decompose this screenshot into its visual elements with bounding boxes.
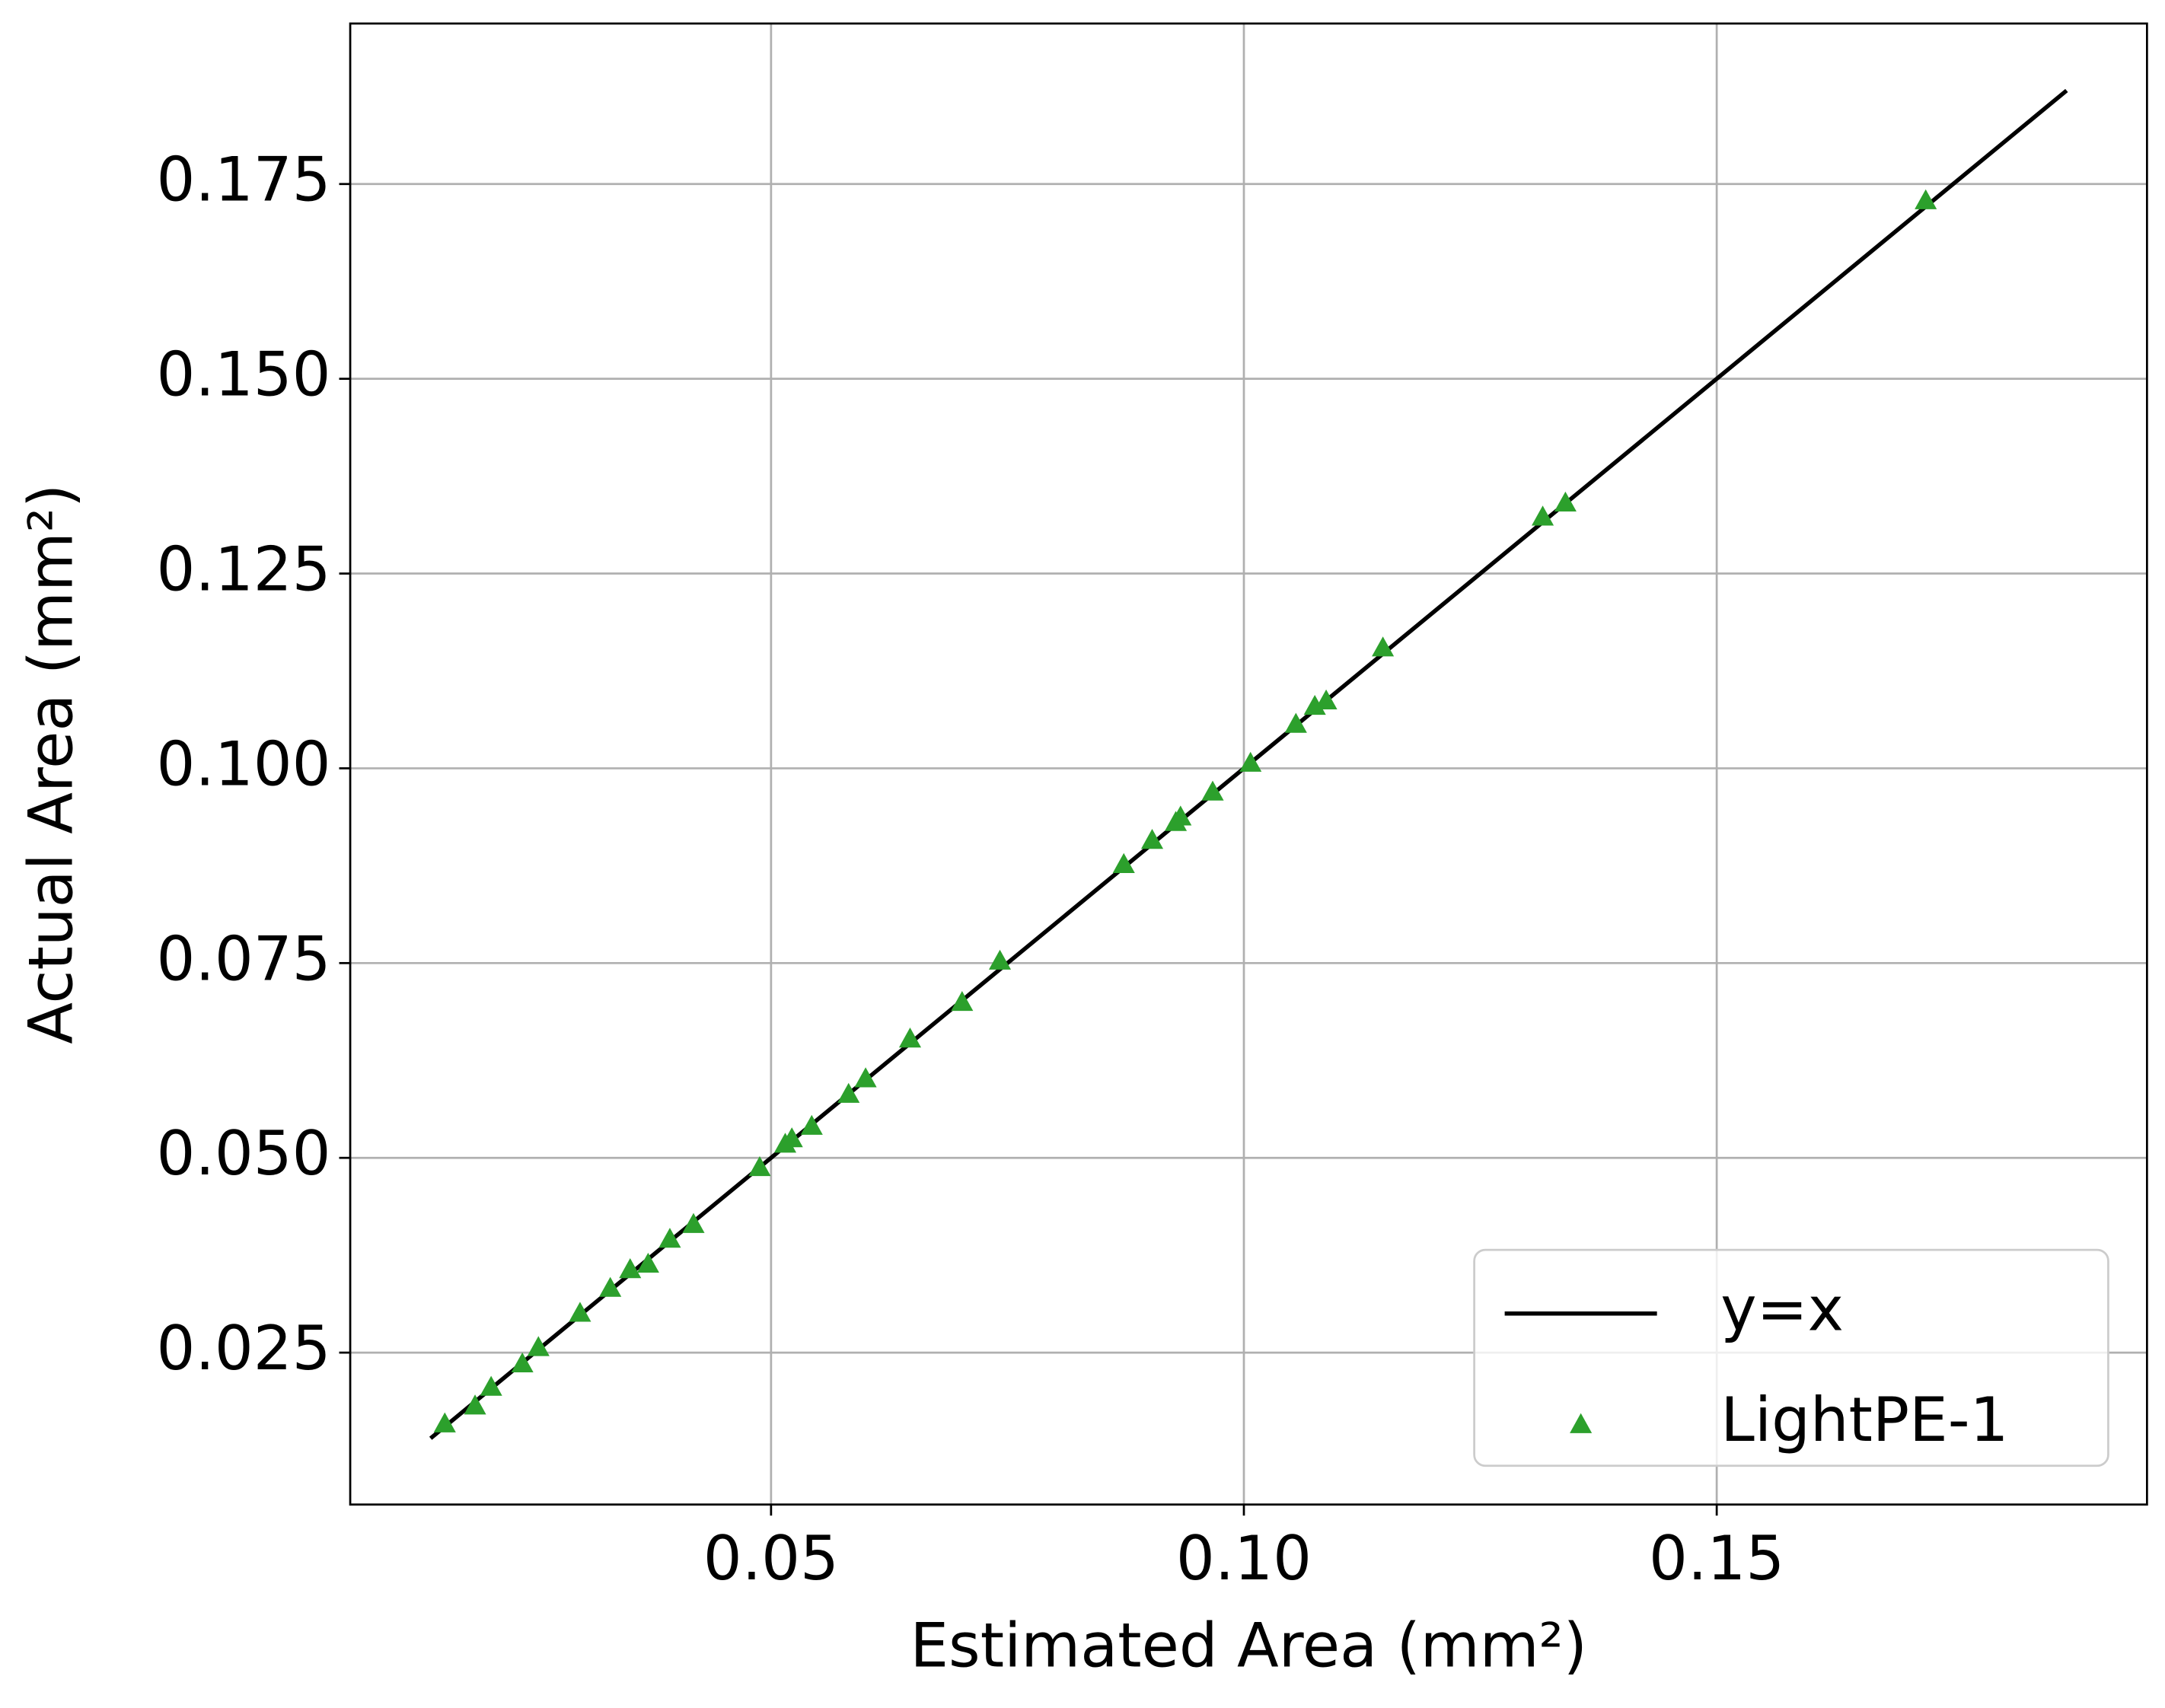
point bbox=[748, 1155, 771, 1177]
legend-label: y=x bbox=[1720, 1274, 1844, 1345]
x-tick-label: 0.05 bbox=[703, 1523, 839, 1594]
point bbox=[780, 1127, 803, 1148]
point bbox=[636, 1252, 659, 1273]
y-tick-label: 0.150 bbox=[157, 339, 331, 410]
x-axis-label: Estimated Area (mm²) bbox=[910, 1611, 1586, 1681]
y-tick-label: 0.175 bbox=[157, 145, 331, 215]
point bbox=[800, 1114, 823, 1135]
point bbox=[1532, 505, 1554, 526]
point bbox=[1239, 751, 1262, 772]
point bbox=[898, 1028, 922, 1048]
point bbox=[951, 990, 974, 1012]
point bbox=[1554, 491, 1577, 512]
x-tick-label: 0.15 bbox=[1649, 1523, 1784, 1594]
x-tick-label: 0.10 bbox=[1176, 1523, 1312, 1594]
y-tick-label: 0.075 bbox=[157, 923, 331, 994]
plot-frame bbox=[349, 22, 2148, 1506]
y-tick-label: 0.025 bbox=[157, 1313, 331, 1384]
y-tick-label: 0.125 bbox=[157, 534, 331, 605]
point bbox=[1372, 636, 1395, 657]
point bbox=[854, 1067, 877, 1088]
point bbox=[433, 1412, 456, 1432]
y-tick-label: 0.050 bbox=[157, 1118, 331, 1189]
point bbox=[682, 1212, 705, 1233]
y-tick-label: 0.100 bbox=[157, 728, 331, 799]
point bbox=[1315, 689, 1338, 710]
point bbox=[527, 1336, 550, 1356]
point bbox=[511, 1352, 534, 1373]
legend-box bbox=[1473, 1248, 2109, 1467]
point bbox=[1169, 805, 1192, 826]
point bbox=[1284, 712, 1307, 733]
point bbox=[1915, 189, 1937, 209]
legend-label: LightPE-1 bbox=[1720, 1385, 2008, 1455]
point bbox=[1303, 694, 1326, 715]
point bbox=[599, 1276, 622, 1297]
point bbox=[837, 1082, 860, 1103]
point bbox=[988, 949, 1012, 970]
point bbox=[464, 1394, 486, 1415]
point bbox=[569, 1302, 591, 1322]
point bbox=[1112, 852, 1135, 873]
point bbox=[480, 1375, 502, 1396]
point bbox=[658, 1228, 681, 1248]
point bbox=[619, 1258, 642, 1279]
y-axis-label: Actual Area (mm²) bbox=[16, 484, 87, 1044]
point bbox=[1201, 780, 1224, 801]
legend-marker bbox=[1570, 1413, 1593, 1433]
point bbox=[1140, 829, 1164, 849]
